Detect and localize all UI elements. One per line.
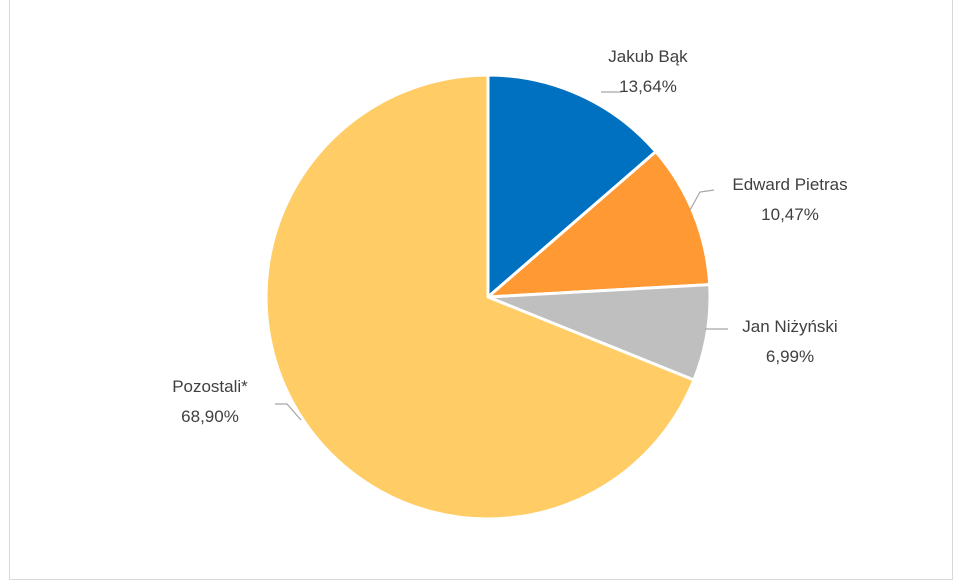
data-label-value-jan-nizynski: 6,99%: [766, 347, 814, 366]
pie-slice-jakub-bak: [486, 73, 658, 299]
pie-slice-edward-pietras: [486, 150, 712, 299]
data-label-name-edward-pietras: Edward Pietras: [732, 175, 847, 194]
pie-slice-pozostali: [264, 73, 696, 521]
data-labels: Jakub Bąk 13,64% Edward Pietras 10,47% Jan N…: [172, 47, 847, 426]
data-label-name-pozostali: Pozostali*: [172, 377, 248, 396]
data-label-name-jakub-bak: Jakub Bąk: [608, 47, 688, 66]
data-label-value-pozostali: 68,90%: [181, 407, 239, 426]
data-label-name-jan-nizynski: Jan Niżyński: [742, 317, 837, 336]
leader-line-pozostali: [275, 403, 302, 421]
leader-lines: [275, 91, 728, 421]
leader-line-edward-pietras: [689, 189, 715, 211]
data-label-value-edward-pietras: 10,47%: [761, 205, 819, 224]
pie-slices: [264, 73, 712, 521]
data-label-value-jakub-bak: 13,64%: [619, 77, 677, 96]
